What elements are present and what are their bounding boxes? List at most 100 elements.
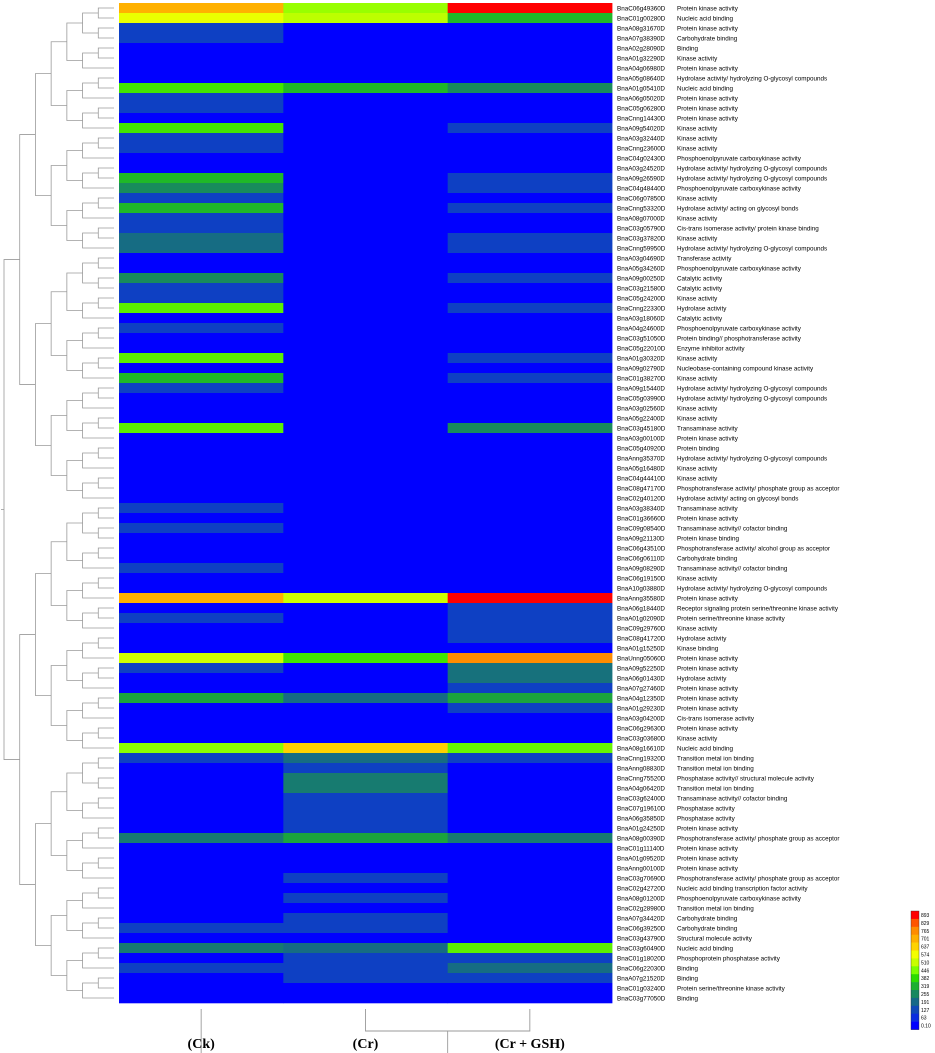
function-label: Kinase activity xyxy=(677,475,718,482)
function-label: Nucleic acid binding xyxy=(677,745,734,752)
row-dendrogram-branch xyxy=(66,840,83,871)
heatmap-cell xyxy=(119,563,284,574)
row-dendrogram-branch xyxy=(82,832,114,849)
gene-label: BnaA08g31670D xyxy=(617,25,665,32)
heatmap-cell xyxy=(283,983,449,994)
heatmap-cell xyxy=(119,373,284,384)
heatmap-cell xyxy=(119,773,284,784)
gene-label: BnaA06g18440D xyxy=(617,605,665,612)
heatmap-cell xyxy=(119,573,284,584)
function-label: Transition metal ion binding xyxy=(677,765,754,772)
colorbar-tick-label: 510 xyxy=(921,960,930,966)
gene-label: BnaC03g60490D xyxy=(617,945,666,952)
heatmap-cell xyxy=(447,13,613,24)
row-dendrogram-branch xyxy=(97,527,114,539)
heatmap-cell xyxy=(119,283,284,294)
row-dendrogram-branch xyxy=(82,672,114,689)
heatmap-cell xyxy=(447,883,613,894)
gene-label: BnaC06g06110D xyxy=(617,555,665,562)
heatmap-cell xyxy=(119,483,284,494)
function-label: Phosphotransferase activity/ alcohol gro… xyxy=(677,545,830,552)
row-dendrogram-branch xyxy=(97,947,114,959)
row-dendrogram-branch xyxy=(97,257,114,269)
colorbar-tick-label: 637 xyxy=(921,945,930,951)
heatmap-cell xyxy=(119,723,284,734)
heatmap-cell xyxy=(283,703,449,714)
colorbar-tick-label: 0.10 xyxy=(921,1024,931,1030)
function-label: Phosphotransferase activity/ phosphate g… xyxy=(677,875,839,882)
colorbar-swatch xyxy=(911,974,919,983)
function-label: Kinase activity xyxy=(677,405,718,412)
heatmap-cell xyxy=(447,673,613,684)
gene-label: BnaA01g30320D xyxy=(617,355,665,362)
heatmap-cell xyxy=(119,383,284,394)
row-dendrogram-branch xyxy=(82,512,99,534)
function-label: Hydrolase activity/ acting on glycosyl b… xyxy=(677,495,798,502)
function-label: Phosphotransferase activity/ phosphate g… xyxy=(677,835,839,842)
gene-label: BnaC01g18020D xyxy=(617,955,666,962)
heatmap-cell xyxy=(283,193,449,204)
heatmap-cell xyxy=(119,393,284,404)
gene-label: BnaA03g24520D xyxy=(617,165,665,172)
row-dendrogram-branch xyxy=(82,982,114,999)
heatmap-cell xyxy=(119,953,284,964)
gene-label: BnaCnng75520D xyxy=(617,775,666,782)
colorbar-swatch xyxy=(911,911,919,920)
heatmap-cell xyxy=(119,543,284,554)
heatmap-cell xyxy=(119,83,284,94)
heatmap-cell xyxy=(119,873,284,884)
row-dendrogram-branch xyxy=(50,415,67,476)
heatmap-cell xyxy=(119,43,284,54)
row-dendrogram-branch xyxy=(82,762,99,784)
gene-label: BnaA08g00390D xyxy=(617,835,665,842)
function-label: Protein binding xyxy=(677,445,720,452)
row-dendrogram-branch xyxy=(82,112,114,129)
heatmap-cell xyxy=(119,653,284,664)
heatmap-cell xyxy=(283,433,449,444)
row-dendrogram-branch xyxy=(97,277,114,289)
row-dendrogram-branch xyxy=(66,900,83,931)
row-dendrogram-branch xyxy=(66,522,83,561)
heatmap-cell xyxy=(283,693,449,704)
gene-label: BnaA07g34420D xyxy=(617,915,665,922)
heatmap-cell xyxy=(283,363,449,374)
gene-label: BnaC04g44410D xyxy=(617,475,666,482)
heatmap-cell xyxy=(283,523,449,534)
function-label: Phosphoenolpyruvate carboxykinase activi… xyxy=(677,155,802,162)
heatmap-cell xyxy=(283,613,449,624)
gene-label: BnaC03g37820D xyxy=(617,235,666,242)
row-dendrogram-branch xyxy=(82,802,114,819)
gene-label: BnaAnng08830D xyxy=(617,765,665,772)
gene-label: BnaCnng22330D xyxy=(617,305,666,312)
colorbar-swatch xyxy=(911,1005,919,1014)
heatmap-cell xyxy=(283,793,449,804)
heatmap-cell xyxy=(447,473,613,484)
heatmap-cell xyxy=(447,63,613,74)
heatmap-cell xyxy=(447,683,613,694)
row-dendrogram-branch xyxy=(82,422,114,439)
heatmap-cell xyxy=(283,773,449,784)
heatmap-cell xyxy=(119,983,284,994)
gene-label: BnaA07g27460D xyxy=(617,685,665,692)
heatmap-cell xyxy=(119,293,284,304)
heatmap-cell xyxy=(447,493,613,504)
gene-label: BnaC03g05790D xyxy=(617,225,666,232)
function-label: Nucleic acid binding xyxy=(677,945,734,952)
heatmap-cell xyxy=(447,973,613,984)
function-label: Transition metal ion binding xyxy=(677,905,754,912)
gene-label: BnaA03g00100D xyxy=(617,435,665,442)
row-dendrogram-branch xyxy=(66,590,83,621)
row-dendrogram-branch xyxy=(97,577,114,589)
heatmap-cell xyxy=(447,133,613,144)
function-label: Catalytic activity xyxy=(677,315,723,322)
heatmap-cell xyxy=(447,543,613,554)
function-label: Protein kinase binding xyxy=(677,535,739,542)
heatmap-cell xyxy=(447,813,613,824)
function-label: Cis-trans isomerase activity xyxy=(677,715,755,722)
heatmap-cell xyxy=(447,323,613,334)
row-dendrogram-branch xyxy=(97,637,114,649)
column-label: (Cr + GSH) xyxy=(495,1037,565,1052)
heatmap-cell xyxy=(119,713,284,724)
